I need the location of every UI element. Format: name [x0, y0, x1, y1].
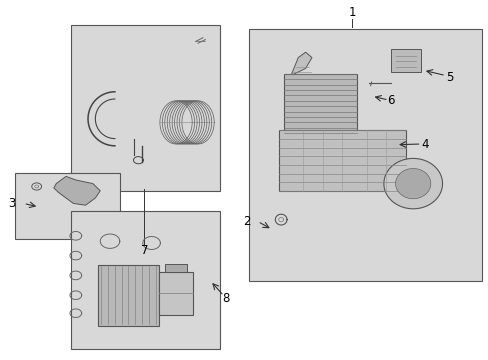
Bar [278, 130, 405, 191]
Polygon shape [383, 158, 442, 209]
Polygon shape [395, 168, 430, 199]
Bar [71, 25, 220, 191]
Bar [71, 211, 220, 349]
Polygon shape [290, 52, 311, 76]
Bar [15, 173, 120, 239]
Text: 1: 1 [347, 6, 355, 19]
Text: 8: 8 [222, 292, 229, 305]
Bar [98, 265, 159, 326]
Bar [249, 29, 481, 281]
Text: 4: 4 [421, 138, 428, 150]
Text: 7: 7 [140, 244, 148, 257]
Polygon shape [54, 176, 100, 205]
Bar [165, 264, 186, 272]
Text: 6: 6 [386, 94, 394, 107]
Bar [283, 74, 356, 133]
Bar [390, 49, 420, 72]
Text: 5: 5 [445, 71, 453, 84]
Text: 3: 3 [8, 197, 16, 210]
Text: 2: 2 [243, 215, 250, 228]
Bar [159, 272, 193, 315]
